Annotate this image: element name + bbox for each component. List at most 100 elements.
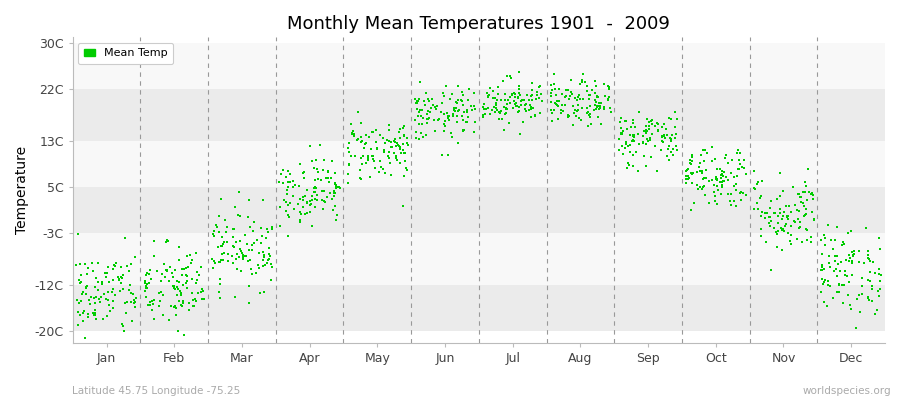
- Point: [516, 96, 530, 103]
- Point: [627, 132, 642, 139]
- Point: [214, 257, 229, 264]
- Point: [817, 277, 832, 283]
- Point: [101, 289, 115, 296]
- Point: [179, 265, 194, 272]
- Point: [847, 250, 861, 257]
- Point: [513, 131, 527, 137]
- Point: [296, 169, 310, 175]
- Point: [414, 113, 428, 120]
- Point: [413, 107, 428, 113]
- Point: [865, 285, 879, 292]
- Point: [507, 90, 521, 96]
- Point: [566, 122, 580, 128]
- Point: [422, 109, 436, 116]
- Point: [176, 266, 190, 272]
- Point: [784, 223, 798, 229]
- Point: [255, 233, 269, 239]
- Point: [490, 106, 504, 113]
- Point: [154, 288, 168, 295]
- Point: [189, 298, 203, 304]
- Point: [727, 174, 742, 180]
- Point: [194, 264, 208, 270]
- Point: [116, 286, 130, 292]
- Point: [574, 117, 589, 123]
- Point: [842, 279, 857, 285]
- Point: [799, 197, 814, 204]
- Point: [626, 152, 640, 158]
- Point: [699, 166, 714, 173]
- Point: [425, 96, 439, 102]
- Point: [482, 92, 496, 99]
- Point: [388, 136, 402, 142]
- Point: [585, 87, 599, 93]
- Point: [323, 190, 338, 196]
- Point: [80, 349, 94, 355]
- Point: [81, 314, 95, 321]
- Point: [655, 133, 670, 140]
- Point: [715, 175, 729, 181]
- Point: [793, 218, 807, 225]
- Point: [190, 277, 204, 284]
- Point: [478, 111, 492, 118]
- Point: [378, 140, 392, 146]
- Point: [615, 130, 629, 136]
- Point: [590, 103, 604, 109]
- Point: [491, 91, 505, 97]
- Point: [142, 302, 157, 308]
- Point: [293, 208, 308, 215]
- Point: [872, 293, 886, 299]
- Point: [273, 223, 287, 229]
- Point: [252, 265, 266, 271]
- Point: [307, 165, 321, 171]
- Point: [447, 106, 462, 112]
- Point: [565, 90, 580, 97]
- Point: [414, 130, 428, 136]
- Point: [655, 138, 670, 144]
- Point: [101, 297, 115, 304]
- Point: [138, 280, 152, 286]
- Point: [647, 143, 662, 150]
- Point: [784, 208, 798, 215]
- Point: [231, 212, 246, 218]
- Point: [512, 104, 526, 110]
- Point: [726, 182, 741, 189]
- Point: [212, 244, 226, 250]
- Point: [525, 97, 539, 103]
- Point: [559, 92, 573, 99]
- Point: [737, 164, 751, 171]
- Point: [669, 131, 683, 138]
- Point: [860, 254, 875, 261]
- Point: [779, 214, 794, 220]
- Point: [315, 188, 329, 194]
- Point: [591, 103, 606, 110]
- Point: [182, 307, 196, 313]
- Point: [582, 113, 597, 120]
- Point: [179, 285, 194, 291]
- Point: [509, 103, 524, 109]
- Point: [656, 139, 670, 145]
- Point: [76, 308, 91, 314]
- Point: [770, 213, 785, 220]
- Point: [175, 271, 189, 278]
- Point: [341, 171, 356, 177]
- Point: [305, 192, 320, 199]
- Point: [642, 126, 656, 132]
- Point: [648, 123, 662, 130]
- Point: [197, 296, 211, 302]
- Bar: [73, 285, 885, 332]
- Point: [415, 106, 429, 113]
- Point: [791, 216, 806, 222]
- Point: [530, 92, 544, 98]
- Point: [521, 106, 535, 113]
- Point: [782, 203, 796, 210]
- Point: [189, 280, 203, 286]
- Point: [640, 136, 654, 142]
- Point: [393, 150, 408, 157]
- Point: [480, 90, 494, 96]
- Point: [311, 176, 326, 183]
- Point: [565, 103, 580, 109]
- Point: [654, 133, 669, 140]
- Point: [145, 298, 159, 304]
- Point: [626, 117, 640, 123]
- Point: [797, 178, 812, 185]
